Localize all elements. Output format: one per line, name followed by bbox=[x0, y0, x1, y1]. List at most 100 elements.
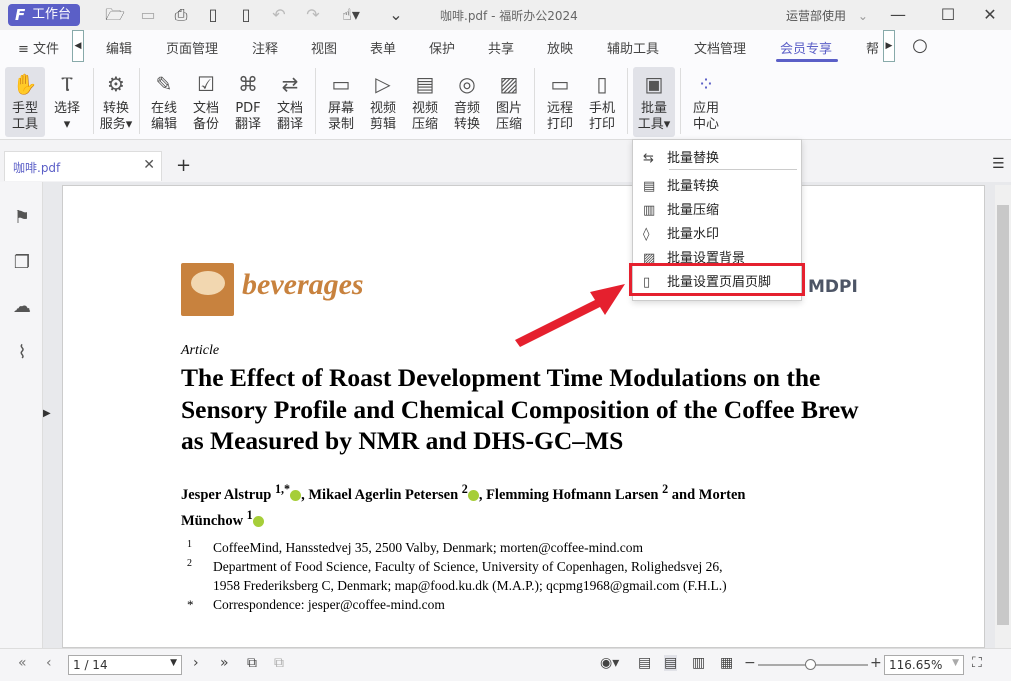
undo-icon[interactable]: ↶ bbox=[272, 5, 286, 24]
hamburger-icon: ≡ bbox=[18, 42, 29, 57]
two-page-icon[interactable]: ▥ bbox=[692, 655, 706, 671]
extract-page-icon[interactable]: ⧉ bbox=[274, 655, 284, 671]
orcid-icon[interactable] bbox=[252, 516, 264, 528]
tab-share[interactable]: 共享 bbox=[488, 42, 515, 57]
foxit-logo-icon: F bbox=[15, 6, 26, 24]
page-number-input[interactable]: 1 / 14 ▼ bbox=[68, 655, 182, 675]
left-sidebar bbox=[0, 182, 43, 648]
search-icon[interactable]: ○ bbox=[912, 35, 928, 56]
hand-tool-button[interactable]: ✋ 手型 工具 bbox=[5, 67, 45, 137]
tab-form[interactable]: 表单 bbox=[370, 42, 397, 57]
vertical-scrollbar[interactable] bbox=[995, 185, 1011, 648]
expand-panel-icon[interactable]: ▶ bbox=[43, 408, 51, 419]
doc-backup-button[interactable]: ☑ 文档 备份 bbox=[186, 67, 226, 137]
highlight-box bbox=[629, 263, 805, 296]
online-edit-button[interactable]: ✎ 在线 编辑 bbox=[144, 67, 184, 137]
tab-edit[interactable]: 编辑 bbox=[106, 42, 133, 57]
user-menu[interactable]: 运营部使用 ⌄ bbox=[786, 7, 868, 24]
audio-convert-button[interactable]: ◎ 音频 转换 bbox=[447, 67, 487, 137]
menu-item-batch-background[interactable]: ▨ 批量设置背景 bbox=[643, 247, 745, 266]
label: 工具 bbox=[637, 117, 664, 132]
pdf-translate-button[interactable]: ⌘ PDF 翻译 bbox=[228, 67, 268, 137]
new-file-icon[interactable]: ▯ bbox=[241, 5, 251, 24]
label: 视频 bbox=[411, 101, 438, 116]
continuous-page-icon[interactable]: ▤ bbox=[664, 655, 678, 671]
divider bbox=[139, 68, 140, 134]
close-tab-icon[interactable]: ✕ bbox=[143, 157, 155, 173]
app-center-button[interactable]: ⁘ 应用 中心 bbox=[686, 67, 726, 137]
phone-print-button[interactable]: ▯ 手机 打印 bbox=[582, 67, 622, 137]
tab-doc-manage[interactable]: 文档管理 bbox=[694, 42, 747, 57]
author-mark: 2 bbox=[461, 481, 468, 496]
pages-icon[interactable]: ❐ bbox=[13, 252, 31, 273]
remote-print-button[interactable]: ▭ 远程 打印 bbox=[540, 67, 580, 137]
rotate-page-icon[interactable]: ⧉ bbox=[247, 655, 257, 671]
save-icon[interactable]: ▭ bbox=[140, 5, 156, 24]
tab-help[interactable]: 帮 bbox=[866, 42, 880, 57]
bookmark-icon[interactable]: ⚑ bbox=[13, 207, 31, 228]
last-page-icon[interactable]: » bbox=[220, 655, 229, 671]
single-page-icon[interactable]: ▤ bbox=[638, 655, 652, 671]
tab-page-manage[interactable]: 页面管理 bbox=[166, 42, 219, 57]
menu-item-batch-header-footer[interactable]: ▯ 批量设置页眉页脚 bbox=[643, 271, 771, 290]
tab-comment[interactable]: 注释 bbox=[252, 42, 279, 57]
print-icon[interactable]: ⎙ bbox=[174, 5, 188, 24]
minimize-icon[interactable]: — bbox=[890, 5, 906, 24]
comment-icon[interactable]: ☁ bbox=[13, 296, 31, 317]
image-compress-button[interactable]: ▨ 图片 压缩 bbox=[489, 67, 529, 137]
workbench-button[interactable]: F 工作台 bbox=[8, 4, 80, 26]
label: 中心 bbox=[692, 117, 719, 132]
batch-tools-button[interactable]: ▣ 批量 工具▾ bbox=[633, 67, 675, 137]
orcid-icon[interactable] bbox=[467, 489, 479, 501]
tab-view[interactable]: 视图 bbox=[311, 42, 338, 57]
label: 手型 bbox=[11, 101, 38, 116]
file-icon[interactable]: ▯ bbox=[208, 5, 218, 24]
two-page-continuous-icon[interactable]: ▦ bbox=[720, 655, 734, 671]
tab-member[interactable]: 会员专享 bbox=[780, 42, 833, 57]
attachment-icon[interactable]: ⌇ bbox=[17, 342, 27, 363]
maximize-icon[interactable]: ☐ bbox=[940, 5, 956, 24]
journal-logo-icon bbox=[181, 263, 234, 316]
zoom-in-icon[interactable]: + bbox=[870, 655, 882, 671]
menu-item-batch-convert[interactable]: ▤ 批量转换 bbox=[643, 175, 719, 194]
label: PDF bbox=[235, 101, 261, 116]
menu-bar bbox=[0, 30, 1011, 63]
screen-record-button[interactable]: ▭ 屏幕 录制 bbox=[321, 67, 361, 137]
close-icon[interactable]: ✕ bbox=[983, 5, 997, 24]
read-mode-icon[interactable]: ◉▾ bbox=[600, 655, 620, 671]
menu-item-batch-watermark[interactable]: ◊ 批量水印 bbox=[643, 223, 719, 242]
tab-protect[interactable]: 保护 bbox=[429, 42, 456, 57]
orcid-icon[interactable] bbox=[290, 489, 302, 501]
select-button[interactable]: Ⲧ 选择 ▾ bbox=[47, 67, 87, 137]
redo-icon[interactable]: ↷ bbox=[306, 5, 320, 24]
panel-toggle-icon[interactable]: ☰ bbox=[992, 156, 1005, 172]
tabs-scroll-right[interactable]: ▶ bbox=[883, 30, 895, 62]
convert-service-button[interactable]: ⚙ 转换 服务▾ bbox=[95, 67, 137, 137]
prev-page-icon[interactable]: ‹ bbox=[46, 655, 52, 671]
next-page-icon[interactable]: › bbox=[193, 655, 199, 671]
fullscreen-icon[interactable]: ⛶ bbox=[972, 655, 982, 671]
mark: * bbox=[187, 597, 194, 613]
zoom-slider-thumb[interactable] bbox=[804, 659, 816, 670]
tab-assist-tools[interactable]: 辅助工具 bbox=[607, 42, 660, 57]
tab-present[interactable]: 放映 bbox=[547, 42, 574, 57]
journal-name: beverages bbox=[242, 268, 364, 301]
new-tab-icon[interactable]: + bbox=[176, 155, 192, 176]
label: 打印 bbox=[588, 117, 615, 132]
file-menu[interactable]: ≡ 文件 bbox=[18, 38, 59, 57]
document-tab[interactable]: 咖啡.pdf ✕ bbox=[4, 151, 162, 181]
first-page-icon[interactable]: « bbox=[18, 655, 27, 671]
video-compress-button[interactable]: ▤ 视频 压缩 bbox=[405, 67, 445, 137]
zoom-input[interactable]: 116.65% ▼ bbox=[884, 655, 964, 675]
open-folder-icon[interactable]: 🗁 bbox=[105, 5, 125, 24]
zoom-out-icon[interactable]: − bbox=[744, 655, 756, 671]
chevron-down-icon[interactable]: ⌄ bbox=[389, 5, 403, 24]
hand-mode-icon[interactable]: ☝▾ bbox=[342, 5, 360, 24]
doc-translate-button[interactable]: ⇄ 文档 翻译 bbox=[270, 67, 310, 137]
menu-item-batch-compress[interactable]: ▥ 批量压缩 bbox=[643, 199, 719, 218]
video-edit-button[interactable]: ▷ 视频 剪辑 bbox=[363, 67, 403, 137]
text: Department of Food Science, Faculty of S… bbox=[213, 559, 723, 575]
menu-item-batch-replace[interactable]: ⇆ 批量替换 bbox=[643, 147, 719, 166]
zoom-slider[interactable] bbox=[758, 659, 868, 670]
tabs-scroll-left[interactable]: ◀ bbox=[72, 30, 84, 62]
